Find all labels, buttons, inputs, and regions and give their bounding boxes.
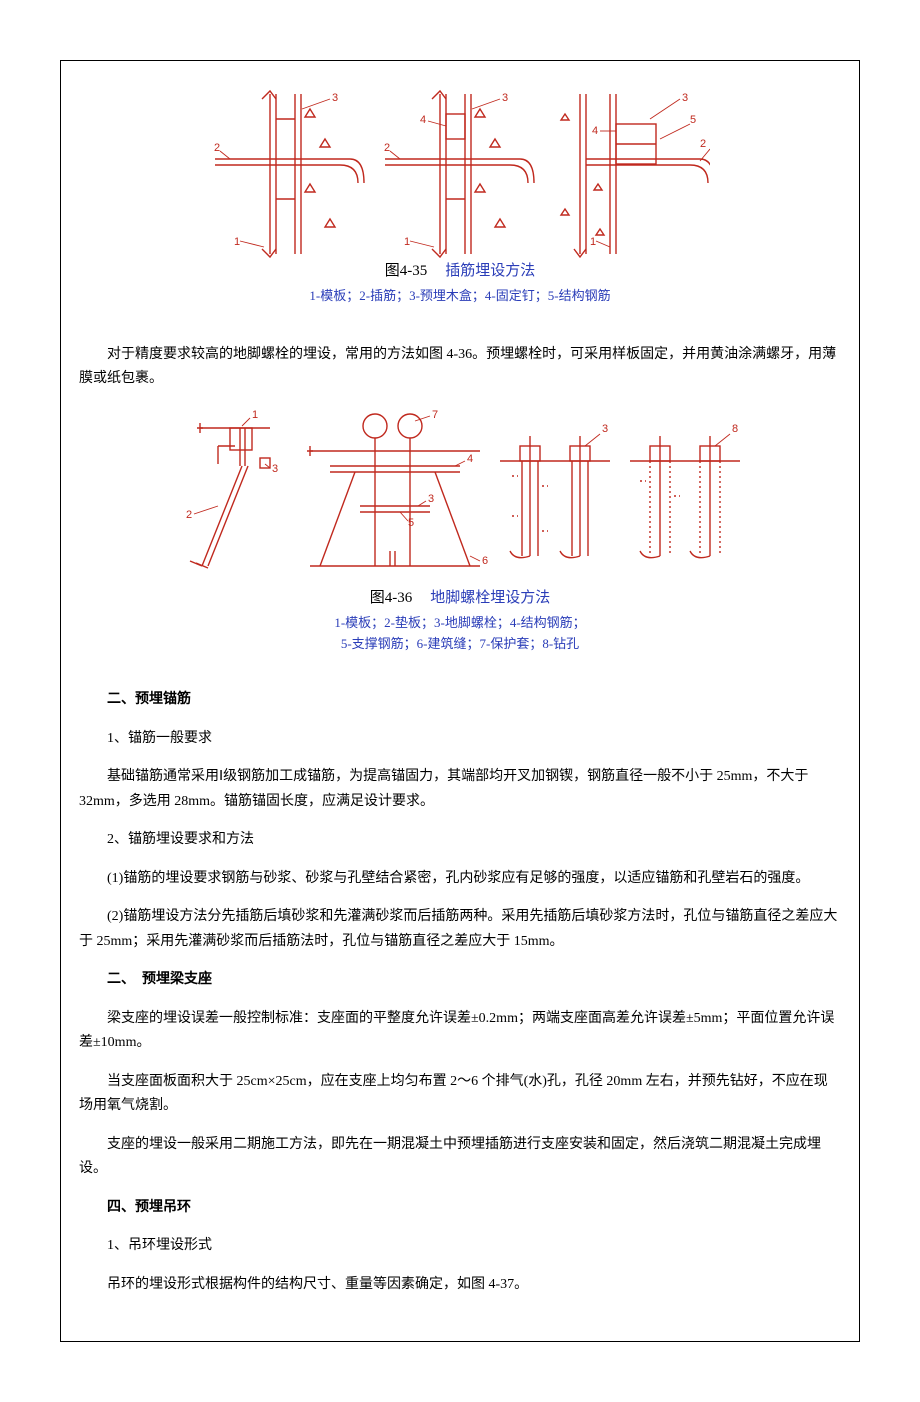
figure-4-36: 1 2 3 bbox=[79, 406, 841, 655]
section-2-item2-p1: (1)锚筋的埋设要求钢筋与砂浆、砂浆与孔壁结合紧密，孔内砂浆应有足够的强度，以适… bbox=[79, 867, 841, 892]
figure-4-35-title: 插筋埋设方法 bbox=[445, 259, 535, 280]
figure-4-35-svg: 1 2 3 bbox=[210, 89, 710, 259]
section-3-p3: 支座的埋设一般采用二期施工方法，即先在一期混凝土中预埋插筋进行支座安装和固定，然… bbox=[79, 1133, 841, 1182]
svg-text:3: 3 bbox=[502, 92, 508, 104]
svg-text:5: 5 bbox=[690, 114, 696, 126]
svg-text:7: 7 bbox=[432, 409, 438, 421]
figure-4-35-caption-row: 图4-35 插筋埋设方法 bbox=[79, 259, 841, 280]
figure-4-36-number: 图4-36 bbox=[370, 586, 413, 607]
figure-4-36-title: 地脚螺栓埋设方法 bbox=[430, 586, 550, 607]
svg-text:4: 4 bbox=[420, 114, 426, 126]
section-2-item2-p2: (2)锚筋埋设方法分先插筋后填砂浆和先灌满砂浆而后插筋两种。采用先插筋后填砂浆方… bbox=[79, 905, 841, 954]
section-3-p2: 当支座面板面积大于 25cm×25cm，应在支座上均匀布置 2～6 个排气(水)… bbox=[79, 1070, 841, 1119]
figure-4-35-number: 图4-35 bbox=[385, 259, 428, 280]
svg-text:1: 1 bbox=[252, 409, 258, 421]
svg-text:3: 3 bbox=[332, 92, 338, 104]
figure-4-35-legend: 1-模板；2-插筋；3-预埋木盒；4-固定钉；5-结构钢筋 bbox=[79, 286, 841, 307]
section-4-item1-body: 吊环的埋设形式根据构件的结构尺寸、重量等因素确定，如图 4-37。 bbox=[79, 1273, 841, 1298]
svg-text:5: 5 bbox=[408, 517, 414, 529]
svg-text:3: 3 bbox=[682, 92, 688, 104]
svg-text:2: 2 bbox=[186, 509, 192, 521]
section-2-item1-label: 1、锚筋一般要求 bbox=[79, 727, 841, 752]
section-3-heading: 二、 预埋梁支座 bbox=[79, 968, 841, 993]
para-436-intro: 对于精度要求较高的地脚螺栓的埋设，常用的方法如图 4-36。预埋螺栓时，可采用样… bbox=[79, 343, 841, 392]
svg-text:2: 2 bbox=[384, 142, 390, 154]
figure-4-36-legend: 1-模板；2-垫板；3-地脚螺栓；4-结构钢筋； 5-支撑钢筋；6-建筑缝；7-… bbox=[79, 613, 841, 655]
svg-text:6: 6 bbox=[482, 555, 488, 567]
svg-text:1: 1 bbox=[590, 236, 596, 248]
page: 1 2 3 bbox=[0, 0, 920, 1402]
section-2-item2-label: 2、锚筋埋设要求和方法 bbox=[79, 828, 841, 853]
svg-text:3: 3 bbox=[428, 493, 434, 505]
svg-text:3: 3 bbox=[272, 463, 278, 475]
svg-text:4: 4 bbox=[592, 125, 598, 137]
svg-text:1: 1 bbox=[234, 236, 240, 248]
section-4-heading: 四、预埋吊环 bbox=[79, 1196, 841, 1221]
figure-4-36-caption-row: 图4-36 地脚螺栓埋设方法 bbox=[79, 586, 841, 607]
svg-text:1: 1 bbox=[404, 236, 410, 248]
svg-text:2: 2 bbox=[700, 138, 706, 150]
svg-text:2: 2 bbox=[214, 142, 220, 154]
section-2-heading: 二、预埋锚筋 bbox=[79, 688, 841, 713]
content-frame: 1 2 3 bbox=[60, 60, 860, 1342]
svg-text:8: 8 bbox=[732, 423, 738, 435]
svg-text:3: 3 bbox=[602, 423, 608, 435]
section-2-item1-body: 基础锚筋通常采用Ⅰ级钢筋加工成锚筋，为提高锚固力，其端部均开叉加钢锲，钢筋直径一… bbox=[79, 765, 841, 814]
section-4-item1-label: 1、吊环埋设形式 bbox=[79, 1234, 841, 1259]
figure-4-35: 1 2 3 bbox=[79, 89, 841, 307]
figure-4-36-svg: 1 2 3 bbox=[180, 406, 740, 586]
section-3-p1: 梁支座的埋设误差一般控制标准：支座面的平整度允许误差±0.2mm；两端支座面高差… bbox=[79, 1007, 841, 1056]
svg-text:4: 4 bbox=[467, 453, 473, 465]
